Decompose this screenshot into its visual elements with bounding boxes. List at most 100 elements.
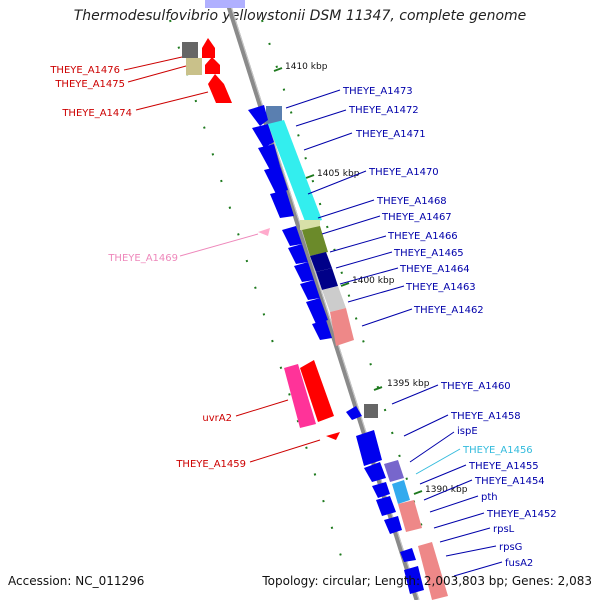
- gene-arrow-a2[interactable]: [205, 57, 220, 74]
- scale-label-1395: 1395 kbp: [387, 379, 430, 389]
- gene-block-A1465[interactable]: [310, 252, 332, 272]
- gene-block-A1464[interactable]: [316, 268, 338, 290]
- scale-tick-1400: [340, 282, 350, 287]
- label-A1470[interactable]: THEYE_A1470: [368, 167, 439, 178]
- leader-rpsG: [445, 545, 497, 557]
- leader-A1474: [135, 91, 209, 111]
- gene-arrow-c3[interactable]: [364, 462, 386, 482]
- label-A1463[interactable]: THEYE_A1463: [405, 282, 476, 293]
- gene-arrow-c8[interactable]: [404, 566, 424, 594]
- gene-block-pth[interactable]: [392, 480, 410, 504]
- gene-block-A1472[interactable]: [268, 120, 322, 224]
- leader-A1454: [423, 479, 473, 501]
- leader-A1464: [339, 267, 399, 285]
- label-A1460[interactable]: THEYE_A1460: [440, 381, 511, 392]
- gene-arrow-b1[interactable]: [248, 105, 268, 126]
- gene-arrow-c7[interactable]: [400, 548, 416, 562]
- gene-block-A1475[interactable]: [186, 58, 202, 75]
- gene-block-A1473[interactable]: [266, 106, 282, 124]
- gene-arrow-c2[interactable]: [356, 430, 382, 466]
- gene-marker-A1459[interactable]: [326, 432, 340, 440]
- label-A1465[interactable]: THEYE_A1465: [393, 248, 464, 259]
- gene-arrow-b11[interactable]: [312, 320, 332, 340]
- gene-arrow-b10[interactable]: [306, 298, 328, 324]
- scale-tick-1410: [273, 67, 283, 72]
- leader-A1463: [347, 285, 405, 303]
- gene-arrow-b6[interactable]: [282, 226, 302, 246]
- gene-marker-A1469[interactable]: [258, 228, 270, 236]
- leader-A1456: [415, 448, 461, 475]
- gene-arrow-a3[interactable]: [208, 74, 232, 103]
- leader-A1462: [361, 308, 413, 327]
- label-A1474[interactable]: THEYE_A1474: [61, 108, 132, 119]
- leader-A1476: [123, 56, 183, 71]
- label-A1454[interactable]: THEYE_A1454: [474, 476, 545, 487]
- map-title: Thermodesulfovibrio yellowstonii DSM 113…: [73, 8, 527, 24]
- label-pth[interactable]: pth: [481, 492, 498, 503]
- scale-label-1400: 1400 kbp: [352, 276, 395, 286]
- leader-A1475: [127, 65, 187, 83]
- gene-top-partial[interactable]: [205, 0, 245, 8]
- leader-A1458: [403, 414, 449, 437]
- label-fusA2[interactable]: fusA2: [505, 558, 533, 569]
- label-A1455[interactable]: THEYE_A1455: [468, 461, 539, 472]
- gene-arrow-c4[interactable]: [372, 482, 390, 498]
- gene-block-A1476[interactable]: [182, 42, 198, 58]
- gene-arrow-b7[interactable]: [288, 244, 308, 264]
- label-A1458[interactable]: THEYE_A1458: [450, 411, 521, 422]
- label-A1464[interactable]: THEYE_A1464: [399, 264, 470, 275]
- label-A1459[interactable]: THEYE_A1459: [175, 459, 246, 470]
- gene-block-fusA2[interactable]: [418, 542, 448, 600]
- leader-A1460: [391, 384, 439, 405]
- label-A1456[interactable]: THEYE_A1456: [462, 445, 533, 456]
- label-rpsL[interactable]: rpsL: [493, 524, 515, 535]
- gene-block-uvrA2-pink[interactable]: [284, 364, 316, 428]
- scale-tick-1405: [305, 174, 315, 179]
- scale-label-1405: 1405 kbp: [317, 169, 360, 179]
- leader-pth: [429, 495, 479, 513]
- leader-fusA2: [453, 561, 503, 577]
- gene-arrow-c5[interactable]: [376, 496, 396, 516]
- gene-arrow-c6[interactable]: [384, 516, 402, 534]
- gene-arrow-b9[interactable]: [300, 280, 320, 300]
- label-A1466[interactable]: THEYE_A1466: [387, 231, 458, 242]
- label-A1467[interactable]: THEYE_A1467: [381, 212, 452, 223]
- genome-summary: Topology: circular; Length: 2,003,803 bp…: [262, 574, 592, 588]
- label-A1469[interactable]: THEYE_A1469: [107, 253, 178, 264]
- leader-A1469: [179, 233, 259, 257]
- label-A1472[interactable]: THEYE_A1472: [348, 105, 419, 116]
- gene-arrow-b4[interactable]: [264, 166, 288, 194]
- gene-block-A1468[interactable]: [300, 220, 320, 230]
- gene-block-A1463[interactable]: [322, 286, 346, 312]
- gene-block-A1466[interactable]: [302, 226, 328, 256]
- leader-A1467: [321, 215, 381, 235]
- label-rpsG[interactable]: rpsG: [499, 542, 522, 553]
- label-A1475[interactable]: THEYE_A1475: [54, 79, 125, 90]
- gene-arrow-b8[interactable]: [294, 262, 314, 282]
- gene-arrow-a1[interactable]: [202, 38, 215, 58]
- leader-A1468: [317, 199, 375, 219]
- label-A1471[interactable]: THEYE_A1471: [355, 129, 426, 140]
- gene-block-A1452[interactable]: [398, 500, 422, 532]
- gene-block-uvrA2-red[interactable]: [300, 360, 334, 422]
- gene-block-A1456[interactable]: [384, 460, 404, 482]
- leader-A1470: [307, 170, 367, 195]
- gene-arrow-b5[interactable]: [270, 190, 294, 218]
- label-ispE[interactable]: ispE: [457, 426, 478, 437]
- label-A1452[interactable]: THEYE_A1452: [486, 509, 557, 520]
- label-A1476[interactable]: THEYE_A1476: [49, 65, 120, 76]
- label-A1473[interactable]: THEYE_A1473: [342, 86, 413, 97]
- scale-tick-1395: [373, 386, 383, 391]
- gene-arrow-c1[interactable]: [346, 406, 362, 420]
- label-A1462[interactable]: THEYE_A1462: [413, 305, 484, 316]
- gene-block-A1462[interactable]: [330, 308, 354, 346]
- leader-rpsL: [439, 527, 491, 543]
- gene-arrow-b3[interactable]: [258, 144, 280, 170]
- leader-A1473: [285, 89, 341, 109]
- gene-arrow-b2[interactable]: [252, 124, 274, 148]
- gene-block-A1458[interactable]: [364, 404, 378, 418]
- label-uvrA2[interactable]: uvrA2: [202, 413, 232, 424]
- label-A1468[interactable]: THEYE_A1468: [376, 196, 447, 207]
